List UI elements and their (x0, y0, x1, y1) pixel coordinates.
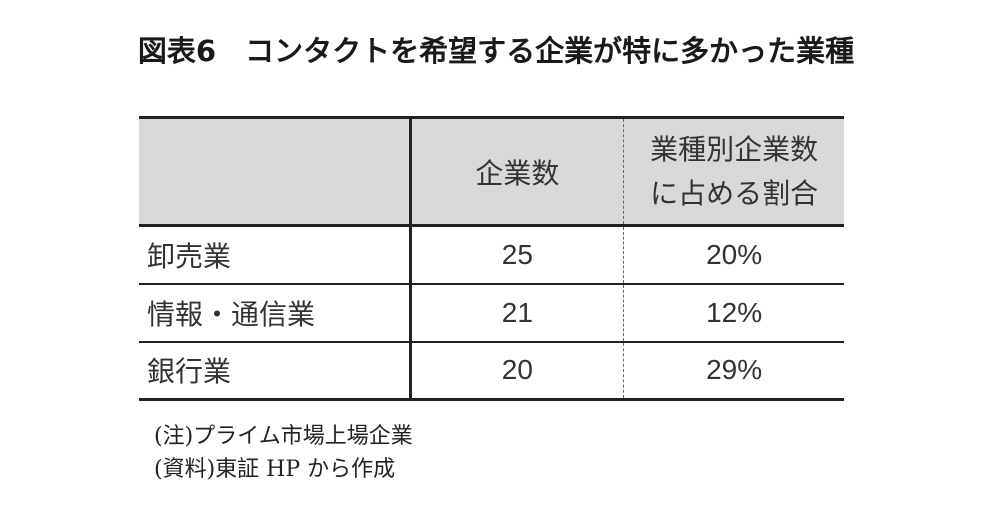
row-industry: 卸売業 (139, 225, 412, 285)
row-share: 20% (623, 225, 844, 285)
industry-table: 企業数 業種別企業数 に占める割合 卸売業 25 20% 情報・通信業 21 1… (139, 116, 844, 401)
table-row: 情報・通信業 21 12% (139, 283, 844, 343)
row-share: 12% (623, 283, 844, 343)
row-companies: 25 (410, 225, 625, 285)
header-share-line2: に占める割合 (650, 176, 819, 210)
footnotes: (注)プライム市場上場企業 (資料)東証 HP から作成 (154, 420, 413, 486)
table-row: 卸売業 25 20% (139, 225, 844, 285)
figure-title: 図表6 コンタクトを希望する企業が特に多かった業種 (137, 34, 855, 68)
row-industry: 情報・通信業 (139, 283, 412, 343)
row-companies: 20 (410, 341, 625, 401)
table-header-row: 企業数 業種別企業数 に占める割合 (139, 116, 844, 227)
note-text: (注)プライム市場上場企業 (154, 424, 413, 449)
row-companies: 21 (410, 283, 625, 343)
table-row: 銀行業 20 29% (139, 341, 844, 401)
header-companies: 企業数 (410, 116, 625, 227)
header-share: 業種別企業数 に占める割合 (623, 116, 844, 227)
row-share: 29% (623, 341, 844, 401)
row-industry: 銀行業 (139, 341, 412, 401)
header-category (139, 116, 412, 227)
source-text: (資料)東証 HP から作成 (154, 457, 396, 482)
header-share-line1: 業種別企業数 (650, 132, 819, 166)
